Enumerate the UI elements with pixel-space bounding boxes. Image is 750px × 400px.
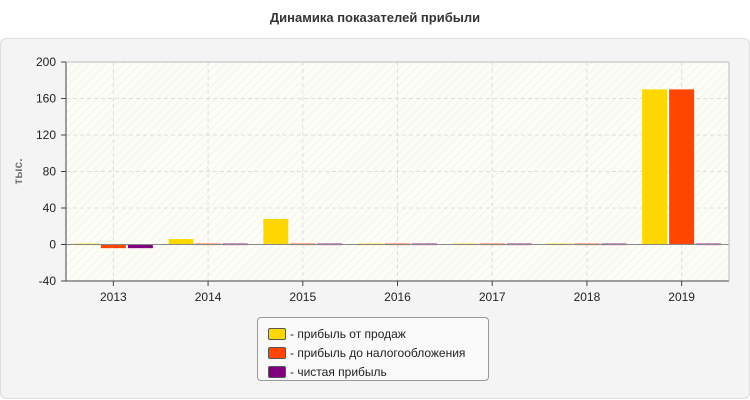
y-tick-label: 80 [43,165,57,179]
x-tick-label: 2015 [289,290,316,304]
chart-title: Динамика показателей прибыли [269,10,481,25]
y-tick-label: 40 [43,201,57,215]
bar [127,244,153,249]
legend-label-net-profit: - чистая прибыль [290,364,387,379]
legend-item-net-profit[interactable]: - чистая прибыль [268,362,488,381]
legend-swatch-sales-profit [268,327,286,340]
legend-swatch-net-profit [268,365,286,378]
legend-item-sales-profit[interactable]: - прибыль от продаж [268,324,488,343]
legend-swatch-pretax-profit [268,346,286,359]
y-tick-label: 0 [49,238,56,252]
x-tick-label: 2017 [479,290,506,304]
y-axis-label: тыс. [11,158,25,184]
legend-item-pretax-profit[interactable]: - прибыль до налогообложения [268,343,488,362]
bar [263,218,289,245]
x-tick-label: 2013 [100,290,127,304]
legend-label-sales-profit: - прибыль от продаж [290,326,406,341]
x-tick-label: 2019 [668,290,695,304]
bar [168,239,194,245]
y-tick-label: 160 [36,92,56,106]
y-tick-label: 120 [36,128,56,142]
y-tick-label: -40 [39,274,57,288]
x-tick-label: 2016 [384,290,411,304]
chart-legend: - прибыль от продаж - прибыль до налогоо… [257,317,489,381]
x-tick-label: 2014 [195,290,222,304]
y-tick-label: 200 [36,55,56,69]
x-tick-label: 2018 [574,290,601,304]
legend-label-pretax-profit: - прибыль до налогообложения [290,345,466,360]
bar [669,89,695,245]
bar [100,244,126,249]
bar [642,89,668,245]
